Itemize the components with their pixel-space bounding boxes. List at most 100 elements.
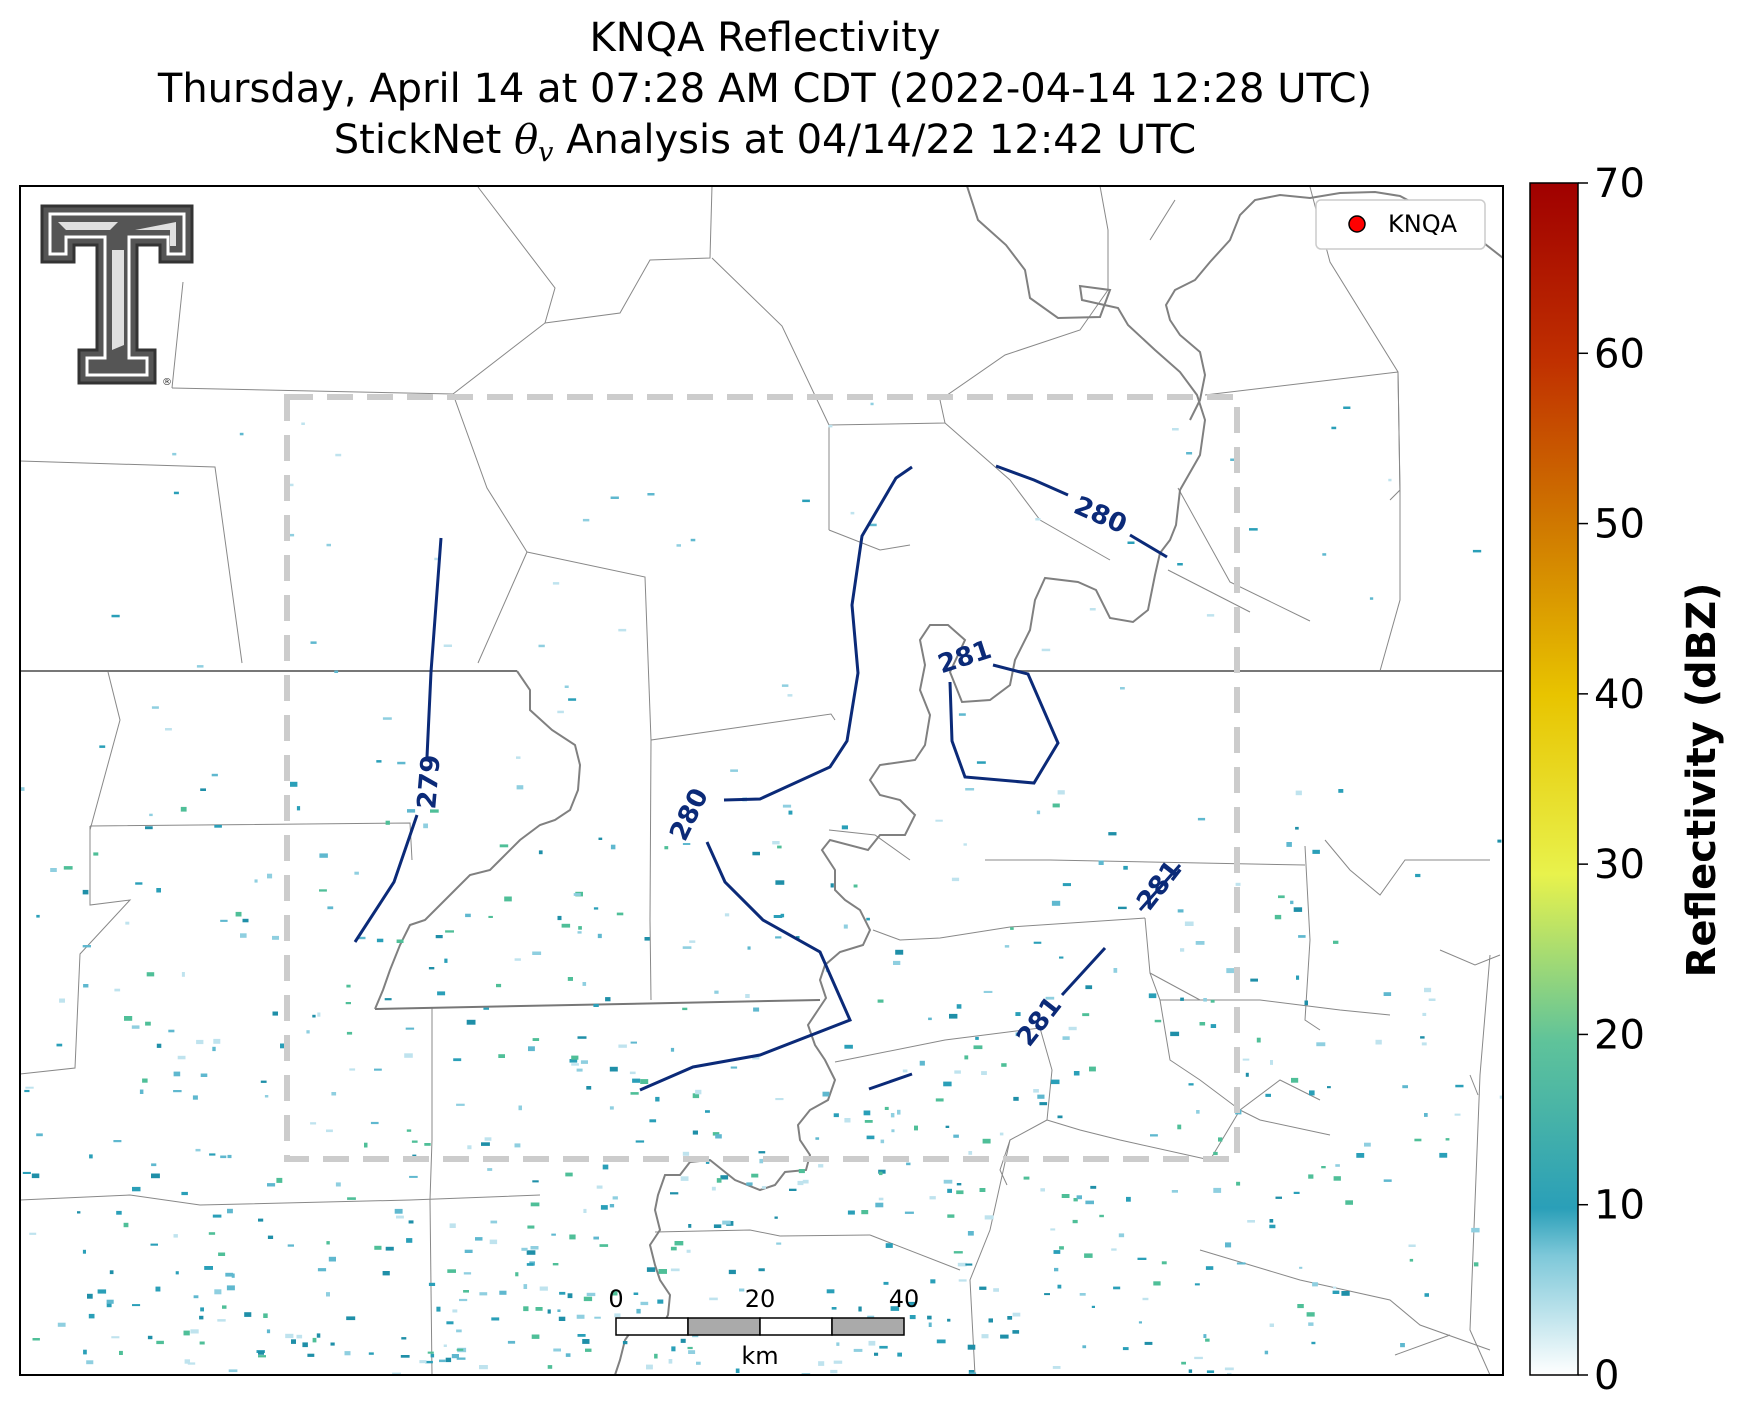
radar-echo-pixel bbox=[31, 1173, 40, 1179]
radar-echo-pixel bbox=[1012, 1312, 1021, 1317]
radar-echo-pixel bbox=[1400, 1343, 1405, 1348]
radar-echo-pixel bbox=[394, 1208, 403, 1214]
county-line bbox=[1149, 199, 1176, 241]
radar-echo-pixel bbox=[481, 1142, 490, 1146]
radar-echo-pixel bbox=[576, 1314, 585, 1319]
radar-echo-pixel bbox=[56, 1043, 63, 1047]
radar-echo-pixel bbox=[953, 1251, 963, 1254]
radar-echo-pixel bbox=[131, 1025, 140, 1029]
radar-echo-pixel bbox=[406, 1238, 413, 1243]
radar-echo-pixel bbox=[21, 787, 25, 791]
radar-echo-pixel bbox=[868, 1340, 876, 1346]
radar-echo-pixel bbox=[1227, 1372, 1232, 1375]
radar-echo-pixel bbox=[1142, 1297, 1149, 1301]
river-tributary bbox=[374, 670, 582, 1010]
radar-echo-pixel bbox=[1062, 883, 1071, 887]
radar-echo-pixel bbox=[979, 1286, 987, 1290]
radar-echo-pixel bbox=[1383, 1179, 1392, 1182]
radar-echo-pixel bbox=[1012, 1330, 1020, 1334]
radar-echo-pixel bbox=[688, 1350, 696, 1354]
radar-echo-pixel bbox=[983, 990, 993, 993]
radar-echo-pixel bbox=[758, 1151, 766, 1154]
radar-echo-pixel bbox=[1057, 790, 1065, 795]
radar-echo-pixel bbox=[119, 1350, 123, 1355]
county-line bbox=[20, 460, 243, 664]
radar-echo-pixel bbox=[331, 1092, 337, 1096]
radar-echo-pixel bbox=[657, 1299, 664, 1304]
radar-echo-pixel bbox=[392, 1372, 401, 1375]
radar-echo-pixel bbox=[682, 946, 692, 949]
radar-echo-pixel bbox=[523, 1284, 528, 1289]
radar-echo-pixel bbox=[334, 670, 339, 673]
radar-echo-pixel bbox=[576, 1068, 583, 1072]
radar-echo-pixel bbox=[616, 912, 624, 916]
radar-echo-pixel bbox=[532, 1180, 539, 1183]
radar-echo-pixel bbox=[927, 1315, 932, 1320]
radar-echo-pixel bbox=[428, 1282, 436, 1286]
radar-echo-pixel bbox=[935, 1098, 944, 1102]
radar-echo-pixel bbox=[1035, 518, 1041, 521]
county-line bbox=[171, 281, 184, 389]
county-line bbox=[20, 1194, 541, 1206]
radar-echo-pixel bbox=[180, 806, 187, 812]
radar-echo-pixel bbox=[109, 1270, 114, 1275]
radar-echo-pixel bbox=[425, 1360, 433, 1364]
radar-echo-pixel bbox=[984, 1215, 994, 1220]
county-line bbox=[429, 1008, 433, 1375]
radar-echo-pixel bbox=[132, 1186, 141, 1192]
radar-echo-pixel bbox=[1424, 987, 1432, 993]
contour-281-short bbox=[868, 1072, 913, 1091]
radar-echo-pixel bbox=[1054, 1267, 1059, 1272]
radar-echo-pixel bbox=[436, 1306, 441, 1312]
radar-echo-pixel bbox=[1304, 1000, 1308, 1006]
radar-echo-pixel bbox=[776, 1242, 782, 1245]
radar-echo-pixel bbox=[775, 880, 785, 885]
radar-echo-pixel bbox=[686, 1249, 691, 1253]
radar-echo-pixel bbox=[181, 1191, 188, 1196]
radar-echo-pixel bbox=[833, 1360, 843, 1364]
radar-echo-pixel bbox=[530, 1202, 540, 1207]
radar-echo-pixel bbox=[193, 1295, 199, 1299]
radar-echo-pixel bbox=[408, 1220, 414, 1224]
radar-echo-pixel bbox=[692, 1130, 698, 1135]
radar-echo-pixel bbox=[646, 1364, 653, 1370]
radar-echo-pixel bbox=[1073, 1198, 1078, 1202]
radar-echo-pixel bbox=[712, 1132, 720, 1136]
radar-echo-pixel bbox=[1322, 553, 1327, 556]
radar-echo-pixel bbox=[240, 933, 247, 938]
radar-echo-pixel bbox=[411, 1140, 418, 1143]
radar-echo-pixel bbox=[479, 1292, 488, 1296]
radar-echo-pixel bbox=[1122, 1347, 1129, 1351]
radar-echo-pixel bbox=[610, 844, 616, 850]
radar-echo-pixel bbox=[963, 843, 967, 846]
radar-echo-pixel bbox=[1194, 1356, 1203, 1360]
radar-echo-pixel bbox=[655, 1096, 660, 1102]
radar-echo-pixel bbox=[561, 923, 571, 928]
radar-echo-pixel bbox=[370, 1121, 379, 1125]
radar-echo-pixel bbox=[89, 1154, 93, 1159]
radar-echo-pixel bbox=[496, 983, 502, 988]
radar-echo-pixel bbox=[430, 809, 439, 813]
radar-echo-pixel bbox=[1245, 1072, 1249, 1077]
radar-echo-pixel bbox=[374, 1247, 382, 1250]
county-line bbox=[828, 186, 1109, 426]
radar-echo-pixel bbox=[1321, 1166, 1326, 1169]
radar-echo-pixel bbox=[312, 1337, 317, 1343]
radar-echo-pixel bbox=[310, 641, 317, 644]
radar-echo-pixel bbox=[208, 1232, 216, 1235]
radar-echo-pixel bbox=[879, 1345, 888, 1349]
radar-echo-pixel bbox=[1113, 1286, 1121, 1290]
radar-echo-pixel bbox=[943, 1081, 952, 1087]
radar-echo-pixel bbox=[850, 511, 855, 515]
radar-echo-pixel bbox=[682, 1007, 688, 1011]
radar-echo-pixel bbox=[975, 1036, 979, 1040]
radar-echo-pixel bbox=[1040, 1188, 1045, 1192]
radar-echo-pixel bbox=[831, 1307, 837, 1310]
radar-echo-pixel bbox=[751, 1173, 759, 1178]
radar-echo-pixel bbox=[1061, 1194, 1070, 1198]
colorbar-ticks: 0 10 20 30 40 50 60 70 bbox=[1578, 161, 1645, 1399]
radar-echo-pixel bbox=[884, 1106, 889, 1110]
radar-echo-pixel bbox=[385, 820, 390, 825]
radar-echo-pixel bbox=[557, 915, 562, 921]
radar-echo-pixel bbox=[1309, 1090, 1315, 1096]
